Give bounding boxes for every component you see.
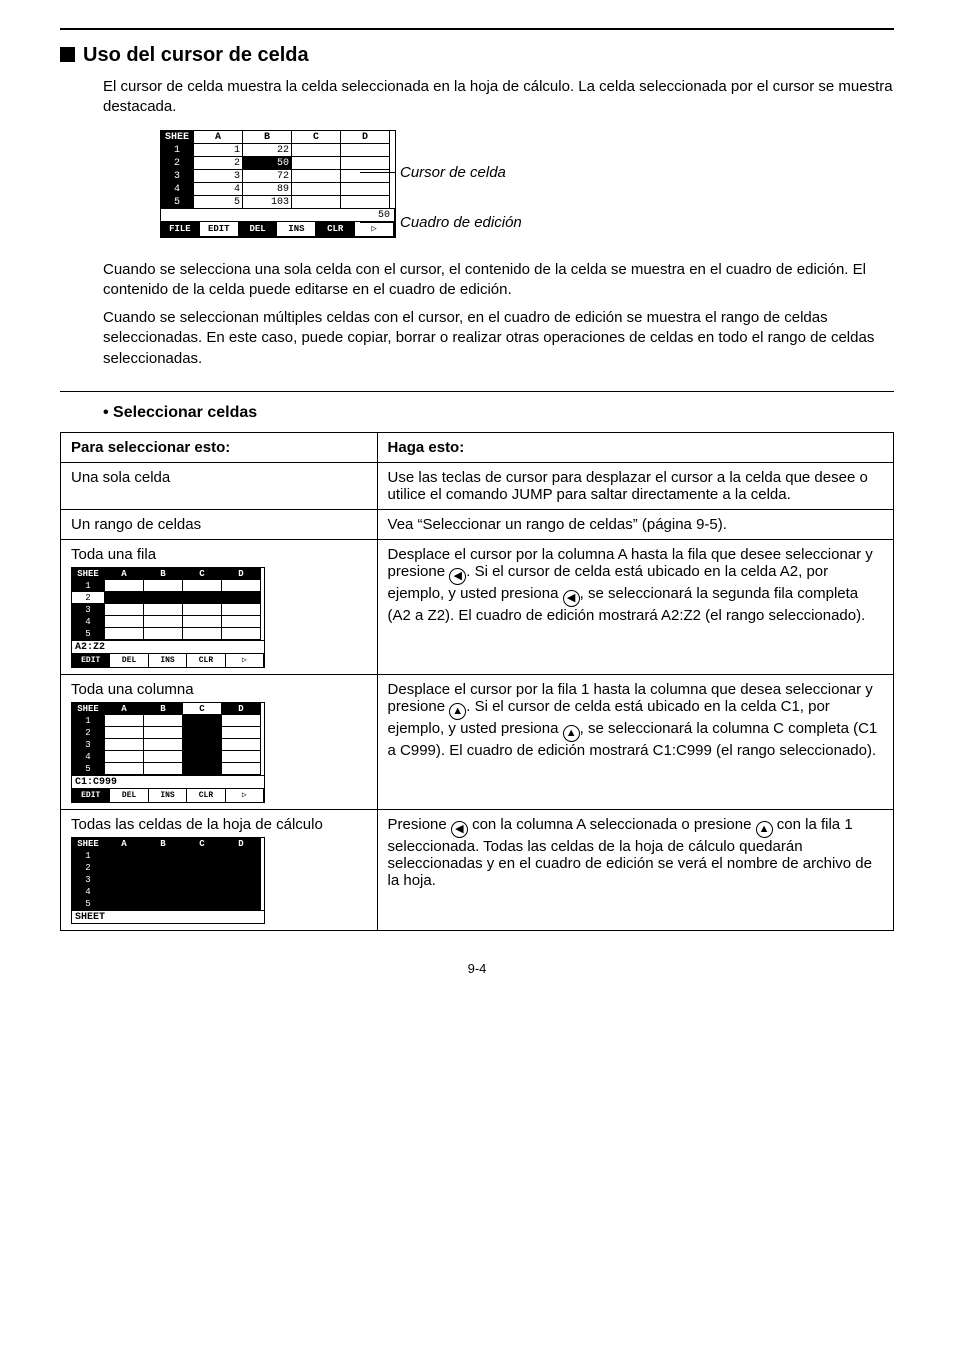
mini-screenshot: SHEEABCD12345C1:C999EDITDELINSCLR▷ bbox=[71, 702, 367, 803]
table-cell-left: Toda una columna SHEEABCD12345C1:C999EDIT… bbox=[61, 674, 378, 809]
table-cell-left: Todas las celdas de la hoja de cálculo SH… bbox=[61, 809, 378, 930]
main-screenshot-block: SHEEABCD11222250337244895510350FILEEDITD… bbox=[160, 130, 894, 238]
table-cell-left: Una sola celda bbox=[61, 462, 378, 509]
table-cell-right: Desplace el cursor por la fila 1 hasta l… bbox=[377, 674, 893, 809]
sub-heading: • Seleccionar celdas bbox=[103, 404, 894, 422]
paragraph-1: Cuando se selecciona una sola celda con … bbox=[103, 260, 894, 301]
bullet-square-icon bbox=[60, 47, 75, 62]
cursor-key-icon: ▲ bbox=[756, 821, 773, 838]
table-cell-right: Use las teclas de cursor para desplazar … bbox=[377, 462, 893, 509]
left-title: Todas las celdas de la hoja de cálculo bbox=[71, 816, 367, 833]
annotation-cursor: Cursor de celda bbox=[400, 164, 506, 181]
page-number: 9-4 bbox=[60, 961, 894, 976]
table-cell-right: Presione ◀ con la columna A seleccionada… bbox=[377, 809, 893, 930]
section-heading: Uso del cursor de celda bbox=[60, 44, 894, 67]
intro-paragraph: El cursor de celda muestra la celda sele… bbox=[103, 77, 894, 118]
cursor-key-icon: ▲ bbox=[449, 703, 466, 720]
table-row: Todas las celdas de la hoja de cálculo SH… bbox=[61, 809, 894, 930]
left-title: Toda una fila bbox=[71, 546, 367, 563]
cursor-key-icon: ◀ bbox=[449, 568, 466, 585]
leader-line bbox=[360, 172, 396, 173]
leader-line bbox=[360, 222, 396, 223]
table-row: Toda una fila SHEEABCD12345A2:Z2EDITDELIN… bbox=[61, 539, 894, 674]
mini-screenshot: SHEEABCD12345SHEET bbox=[71, 837, 367, 924]
table-row: Un rango de celdas Vea “Seleccionar un ra… bbox=[61, 509, 894, 539]
annotation-editbox: Cuadro de edición bbox=[400, 214, 522, 231]
table-header-right: Haga esto: bbox=[377, 432, 893, 462]
cursor-key-icon: ◀ bbox=[451, 821, 468, 838]
table-row: Una sola celda Use las teclas de cursor p… bbox=[61, 462, 894, 509]
h2-text: Uso del cursor de celda bbox=[83, 44, 309, 66]
page: Uso del cursor de celda El cursor de cel… bbox=[0, 0, 954, 1016]
table-cell-right: Desplace el cursor por la columna A hast… bbox=[377, 539, 893, 674]
table-header-left: Para seleccionar esto: bbox=[61, 432, 378, 462]
table-cell-right: Vea “Seleccionar un rango de celdas” (pá… bbox=[377, 509, 893, 539]
table-cell-left: Toda una fila SHEEABCD12345A2:Z2EDITDELIN… bbox=[61, 539, 378, 674]
sub-rule bbox=[60, 391, 894, 392]
left-title: Una sola celda bbox=[71, 469, 367, 486]
paragraph-2: Cuando se seleccionan múltiples celdas c… bbox=[103, 308, 894, 369]
annotations: Cursor de celda Cuadro de edición bbox=[410, 130, 522, 231]
left-title: Toda una columna bbox=[71, 681, 367, 698]
top-rule bbox=[60, 28, 894, 30]
cursor-key-icon: ◀ bbox=[563, 590, 580, 607]
selection-table: Para seleccionar esto: Haga esto: Una so… bbox=[60, 432, 894, 931]
table-row: Toda una columna SHEEABCD12345C1:C999EDIT… bbox=[61, 674, 894, 809]
cursor-key-icon: ▲ bbox=[563, 725, 580, 742]
left-title: Un rango de celdas bbox=[71, 516, 367, 533]
mini-screenshot: SHEEABCD12345A2:Z2EDITDELINSCLR▷ bbox=[71, 567, 367, 668]
table-cell-left: Un rango de celdas bbox=[61, 509, 378, 539]
table-header-row: Para seleccionar esto: Haga esto: bbox=[61, 432, 894, 462]
